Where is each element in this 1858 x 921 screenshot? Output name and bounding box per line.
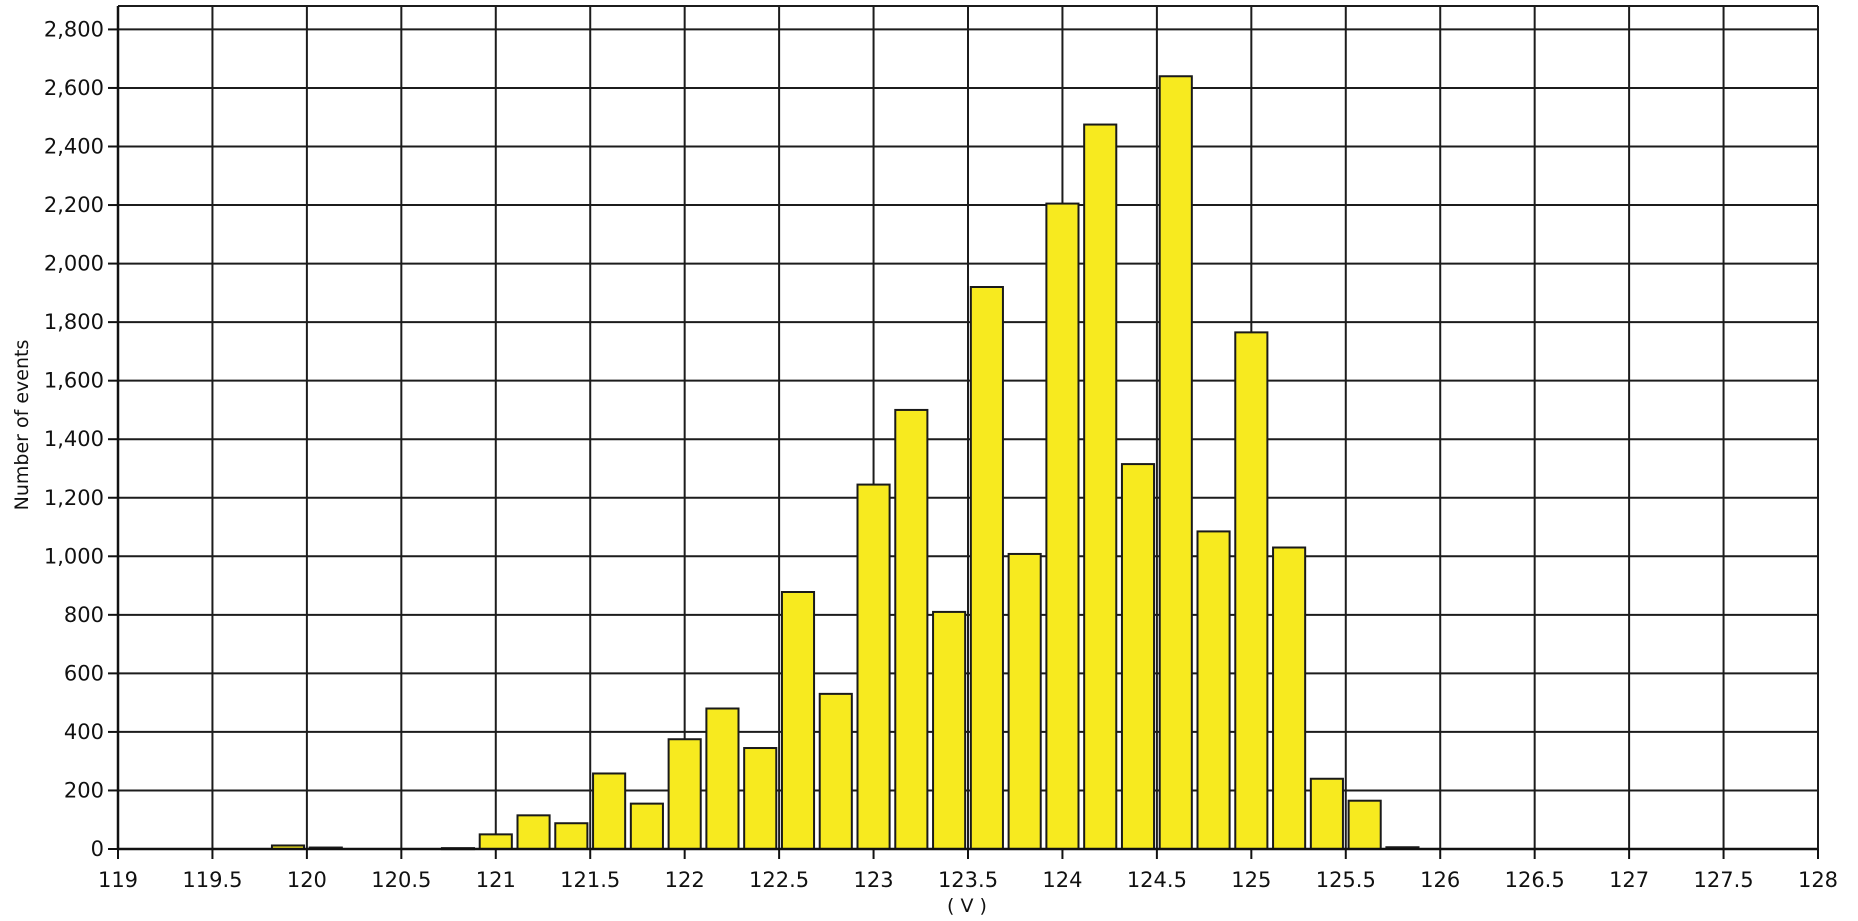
histogram-bar <box>592 772 627 851</box>
histogram-bar <box>1196 530 1231 850</box>
y-tick-label: 2,200 <box>44 193 104 217</box>
histogram-bar <box>667 738 702 850</box>
x-tick-label: 128 <box>1798 868 1838 892</box>
x-axis-title: ( V ) <box>947 895 987 917</box>
x-tick-label: 123.5 <box>938 868 998 892</box>
histogram-bar <box>1234 331 1269 850</box>
histogram-bar <box>780 591 816 850</box>
y-tick-label: 1,600 <box>44 369 104 393</box>
y-tick-label: 200 <box>64 778 104 802</box>
histogram-bar <box>1158 75 1193 850</box>
histogram-bar <box>894 408 929 850</box>
x-tick-label: 127 <box>1609 868 1649 892</box>
y-tick-label: 2,400 <box>44 135 104 159</box>
histogram-bar <box>818 692 853 850</box>
y-tick-label: 400 <box>64 720 104 744</box>
y-tick-label: 1,000 <box>44 544 104 568</box>
x-tick-label: 122.5 <box>749 868 809 892</box>
histogram-bar <box>1007 552 1042 850</box>
y-tick-label: 1,800 <box>44 310 104 334</box>
label-layer: 0 200 400 600 800 1,000 1,200 1,400 1,600 1,800 2,… <box>44 17 1838 892</box>
histogram-bar <box>516 814 551 851</box>
x-tick-label: 119 <box>98 868 138 892</box>
y-tick-label: 2,600 <box>44 76 104 100</box>
histogram-bar <box>1120 463 1156 850</box>
x-tick-label: 125.5 <box>1316 868 1376 892</box>
histogram-bar <box>1083 123 1118 850</box>
x-tick-label: 125 <box>1231 868 1271 892</box>
histogram-bar <box>932 610 967 850</box>
x-tick-label: 126 <box>1420 868 1460 892</box>
y-tick-label: 1,400 <box>44 427 104 451</box>
x-tick-label: 122 <box>665 868 705 892</box>
y-axis-title: Number of events <box>11 340 33 511</box>
bar-layer <box>270 75 1420 851</box>
x-tick-label: 121 <box>476 868 516 892</box>
y-tick-label: 1,200 <box>44 486 104 510</box>
histogram-bar <box>1347 799 1382 850</box>
y-tick-label: 0 <box>91 837 104 861</box>
x-tick-label: 120.5 <box>371 868 431 892</box>
x-tick-label: 124.5 <box>1127 868 1187 892</box>
histogram-bar <box>1272 546 1307 851</box>
histogram-bar <box>478 833 513 850</box>
x-tick-label: 126.5 <box>1505 868 1565 892</box>
y-tick-label: 2,000 <box>44 252 104 276</box>
histogram-bar <box>629 802 664 850</box>
histogram-bar <box>554 822 589 850</box>
histogram-bar <box>1045 202 1080 850</box>
y-tick-label: 2,800 <box>44 17 104 41</box>
x-tick-label: 120 <box>287 868 327 892</box>
histogram-bar <box>856 483 891 850</box>
y-tick-label: 800 <box>64 603 104 627</box>
x-tick-label: 127.5 <box>1693 868 1753 892</box>
y-tick-label: 600 <box>64 661 104 685</box>
histogram-bar <box>1309 777 1344 850</box>
axis-layer <box>108 6 1819 859</box>
histogram-bar <box>705 707 740 850</box>
histogram-bar <box>969 286 1004 850</box>
histogram-bar <box>743 747 778 850</box>
x-tick-label: 119.5 <box>182 868 242 892</box>
x-tick-label: 123 <box>854 868 894 892</box>
x-tick-label: 121.5 <box>560 868 620 892</box>
x-tick-label: 124 <box>1042 868 1082 892</box>
